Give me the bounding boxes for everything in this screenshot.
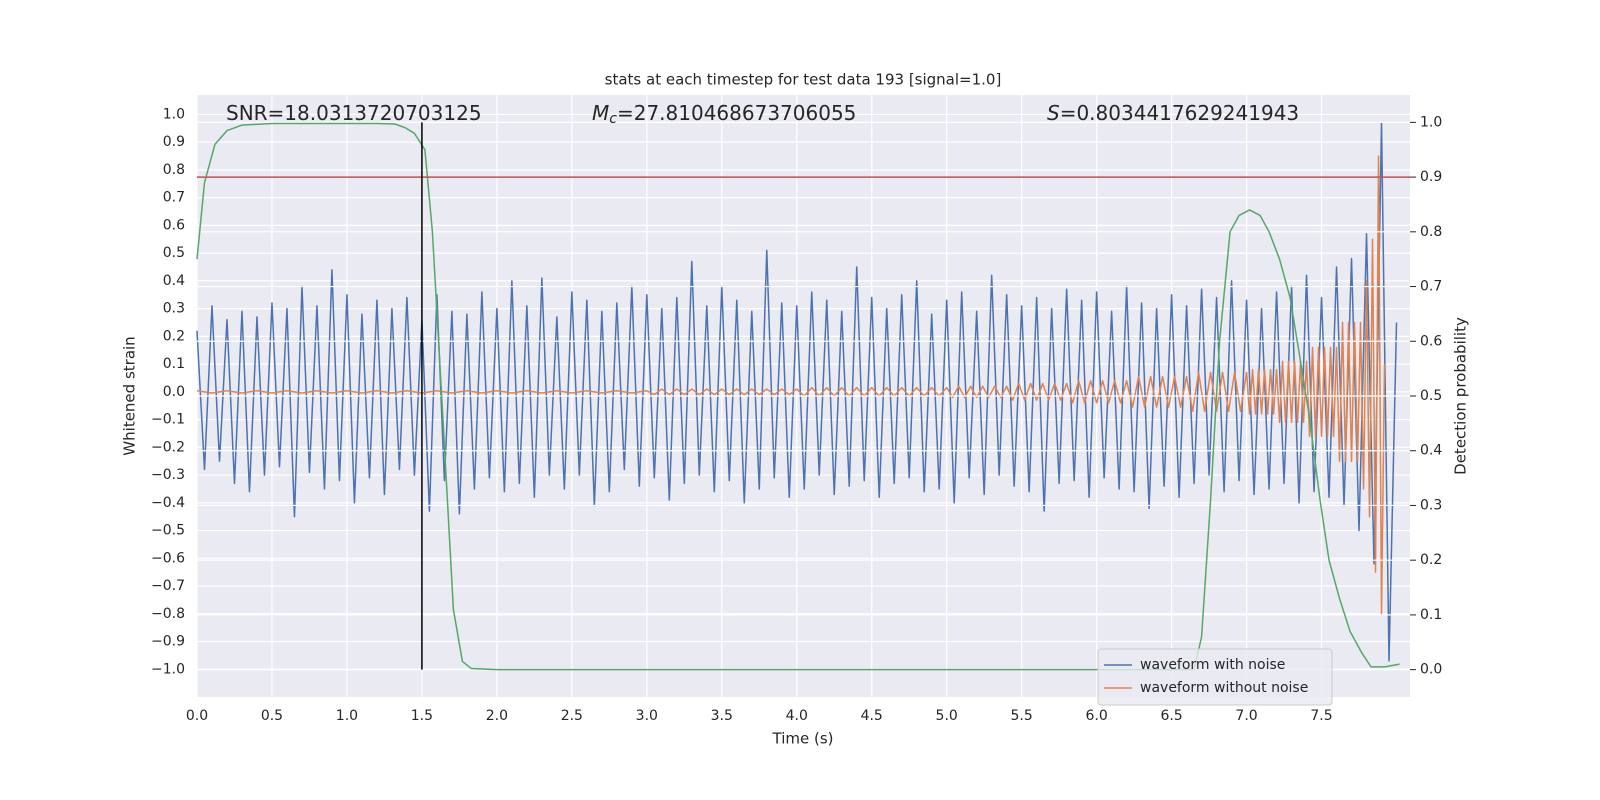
y-tick-label: −0.8	[151, 606, 185, 622]
x-tick-label: 7.5	[1310, 708, 1332, 724]
y-tick-label: −1.0	[151, 661, 185, 677]
x-axis-label: Time (s)	[772, 730, 834, 748]
x-tick-label: 6.5	[1160, 708, 1182, 724]
over-layer	[196, 121, 1410, 671]
y-tick-label: 0.8	[163, 162, 185, 178]
series-line	[196, 155, 1386, 615]
y-tick-label: 0.7	[163, 190, 185, 206]
x-tick-label: 3.0	[636, 708, 658, 724]
annotation: S=0.8034417629241943	[1047, 101, 1299, 125]
y-tick-label: 0.3	[163, 301, 185, 317]
y2-tick-label: 0.7	[1420, 279, 1442, 295]
chart-title: stats at each timestep for test data 193…	[605, 71, 1002, 89]
y-tick-label: 0.4	[163, 273, 185, 289]
annotation-text: =27.810468673706055	[617, 101, 856, 125]
annotation-subscript: c	[609, 111, 617, 127]
annotation: SNR=18.0313720703125	[226, 101, 482, 125]
y-axis-label: Whitened strain	[121, 336, 139, 455]
y2-axis-label: Detection probability	[1452, 317, 1470, 475]
annotation-symbol: S	[1047, 101, 1060, 125]
annotation-symbol: M	[592, 101, 609, 125]
x-tick-label: 1.0	[336, 708, 358, 724]
x-tick-label: 5.0	[936, 708, 958, 724]
x-tick-label: 4.0	[786, 708, 808, 724]
annotation-text: SNR=18.0313720703125	[226, 101, 482, 125]
x-tick-label: 0.5	[261, 708, 283, 724]
x-tick-label: 3.5	[711, 708, 733, 724]
y-tick-label: 0.9	[163, 134, 185, 150]
x-tick-label: 4.5	[861, 708, 883, 724]
y-tick-label: −0.4	[151, 495, 185, 511]
y2-tick-label: 0.8	[1420, 224, 1442, 240]
y-tick-label: 1.0	[163, 106, 185, 122]
series-line	[196, 122, 1400, 671]
y-tick-label: −0.1	[151, 412, 185, 428]
annotation-text: =0.8034417629241943	[1060, 101, 1299, 125]
y2-tick-label: 0.2	[1420, 552, 1442, 568]
y2-tick-label: 0.9	[1420, 169, 1442, 185]
y-tick-label: 0.1	[163, 356, 185, 372]
y-tick-label: −0.7	[151, 578, 185, 594]
legend-label: waveform without noise	[1140, 680, 1308, 696]
x-tick-label: 6.0	[1085, 708, 1107, 724]
legend: waveform with noise waveform without nois…	[1097, 648, 1333, 706]
y2-tick-label: 0.3	[1420, 497, 1442, 513]
y2-tick-label: 0.0	[1420, 662, 1442, 678]
y2-tick-label: 0.1	[1420, 607, 1442, 623]
legend-box	[1097, 648, 1333, 706]
y-tick-label: −0.6	[151, 550, 185, 566]
y-tick-label: −0.3	[151, 467, 185, 483]
series-line	[196, 121, 1398, 662]
y-tick-label: −0.2	[151, 439, 185, 455]
x-tick-label: 1.5	[411, 708, 433, 724]
y-tick-label: 0.0	[163, 384, 185, 400]
y-tick-label: 0.5	[163, 245, 185, 261]
x-tick-label: 0.0	[186, 708, 208, 724]
x-tick-label: 5.5	[1011, 708, 1033, 724]
x-tick-label: 2.5	[561, 708, 583, 724]
y-tick-label: −0.5	[151, 523, 185, 539]
y-tick-label: 0.6	[163, 217, 185, 233]
legend-label: waveform with noise	[1140, 657, 1285, 673]
y-tick-label: −0.9	[151, 634, 185, 650]
y2-tick-label: 0.4	[1420, 443, 1442, 459]
x-tick-label: 7.0	[1235, 708, 1257, 724]
y2-tick-label: 1.0	[1420, 114, 1442, 130]
x-tick-label: 2.0	[486, 708, 508, 724]
y-tick-label: 0.2	[163, 328, 185, 344]
annotation: Mc=27.810468673706055	[592, 101, 856, 128]
y2-tick-label: 0.5	[1420, 388, 1442, 404]
y2-tick-label: 0.6	[1420, 333, 1442, 349]
